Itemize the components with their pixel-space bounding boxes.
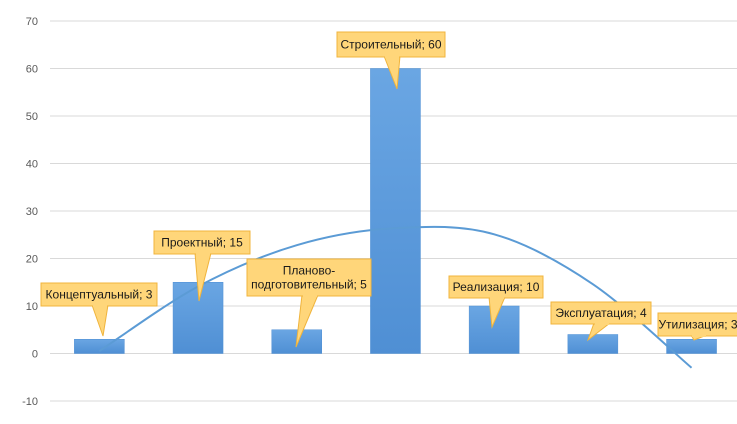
bar — [370, 68, 421, 354]
callout-join — [490, 296, 504, 299]
data-label-callout: Проектный; 15 — [153, 230, 251, 302]
data-label-text: Проектный; 15 — [161, 236, 243, 250]
data-label-callout: Утилизация; 3 — [657, 312, 737, 341]
bar-series — [74, 68, 717, 354]
data-label-callout: Планово-подготовительный; 5 — [246, 258, 372, 348]
data-label-text: Эксплуатация; 4 — [555, 306, 647, 320]
callout-join — [692, 334, 706, 337]
y-tick-label: 0 — [32, 349, 38, 361]
data-label-callout: Концептуальный; 3 — [40, 282, 158, 337]
callout-join — [93, 304, 107, 307]
callout-join — [595, 322, 609, 325]
data-label-text: Концептуальный; 3 — [46, 288, 153, 302]
bar — [567, 334, 619, 354]
y-tick-label: 20 — [26, 254, 38, 266]
y-tick-label: 60 — [26, 64, 38, 76]
bar — [74, 339, 125, 354]
data-label-callout: Эксплуатация; 4 — [550, 301, 652, 342]
y-tick-label: 30 — [26, 206, 38, 218]
callout-join — [196, 252, 210, 255]
y-tick-label: 70 — [26, 16, 38, 28]
callout-pointer — [91, 304, 109, 337]
callout-box — [336, 31, 446, 58]
data-label-text: Строительный; 60 — [340, 38, 441, 52]
y-tick-label: 10 — [26, 301, 38, 313]
data-label-text: Планово- — [283, 264, 336, 278]
callout-join — [303, 294, 317, 297]
data-label-text: подготовительный; 5 — [251, 278, 367, 292]
y-tick-label: 50 — [26, 111, 38, 123]
data-label-text: Утилизация; 3 — [658, 318, 737, 332]
data-label-callout: Строительный; 60 — [336, 31, 446, 90]
y-axis-ticks: 70 60 50 40 30 20 10 0 -10 — [22, 16, 38, 408]
data-label-callout: Реализация; 10 — [448, 275, 544, 329]
y-tick-label: -10 — [22, 396, 38, 408]
data-label-text: Реализация; 10 — [453, 280, 540, 294]
callout-join — [385, 55, 399, 58]
y-tick-label: 40 — [26, 159, 38, 171]
